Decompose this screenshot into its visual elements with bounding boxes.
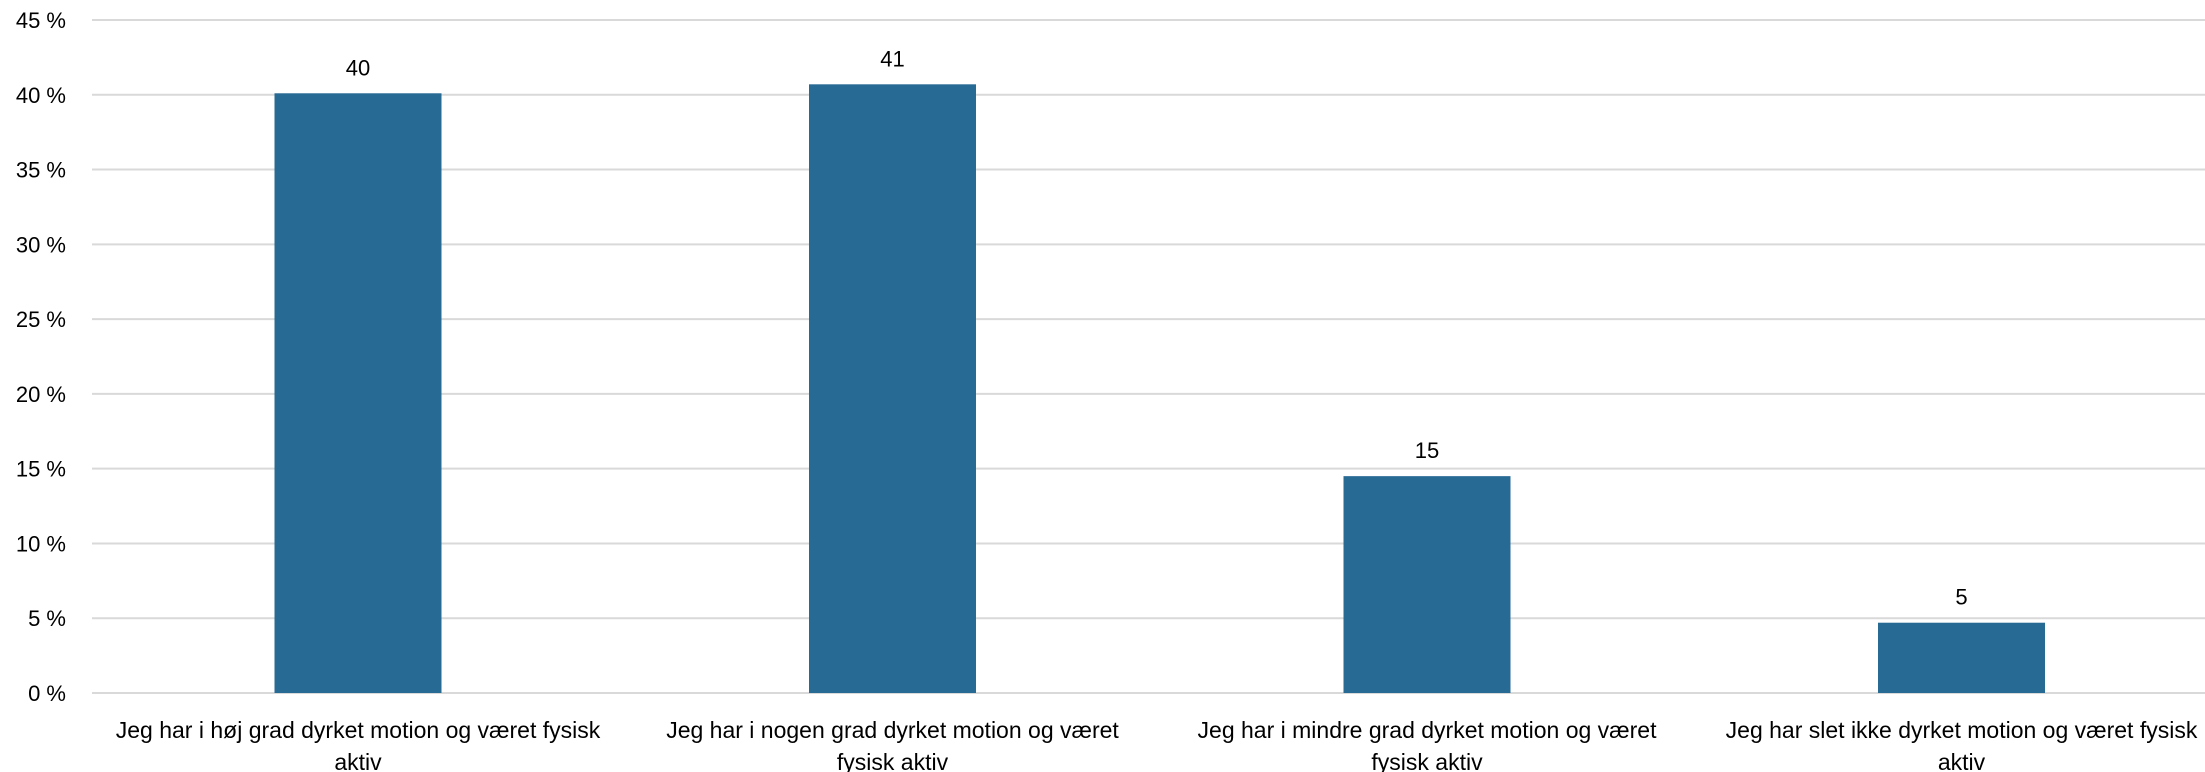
x-category-label-line: aktiv [334, 749, 382, 772]
y-tick-label: 15 % [16, 457, 66, 482]
x-category-label-line: Jeg har i mindre grad dyrket motion og v… [1198, 717, 1658, 743]
data-label: 40 [346, 55, 370, 80]
y-tick-label: 45 % [16, 8, 66, 33]
y-tick-label: 0 % [28, 681, 66, 706]
bar [274, 93, 442, 693]
y-tick-label: 20 % [16, 382, 66, 407]
y-axis-tick-labels: 0 % 5 % 10 % 15 % 20 % 25 % 30 % 35 % 40 % 45 % [16, 8, 66, 706]
bar [1343, 476, 1511, 693]
x-category-label: Jeg har i høj grad dyrket motion og være… [116, 717, 601, 772]
x-category-label-line: fysisk aktiv [1371, 749, 1483, 772]
y-tick-label: 35 % [16, 158, 66, 183]
bar [809, 84, 976, 693]
y-tick-label: 40 % [16, 83, 66, 108]
y-tick-label: 30 % [16, 232, 66, 257]
data-label: 5 [1955, 585, 1967, 610]
x-category-label-line: Jeg har i nogen grad dyrket motion og væ… [666, 717, 1119, 743]
x-category-label-line: Jeg har i høj grad dyrket motion og være… [116, 717, 601, 743]
x-category-label-line: fysisk aktiv [837, 749, 949, 772]
x-category-label-line: aktiv [1938, 749, 1986, 772]
x-category-label: Jeg har i nogen grad dyrket motion og væ… [666, 717, 1119, 772]
gridlines [92, 19, 2205, 694]
bar [1878, 622, 2045, 693]
y-tick-label: 10 % [16, 531, 66, 556]
data-label: 15 [1415, 438, 1439, 463]
x-axis-category-labels: Jeg har i høj grad dyrket motion og være… [116, 717, 2198, 772]
x-category-label: Jeg har slet ikke dyrket motion og været… [1726, 717, 2198, 772]
x-category-label: Jeg har i mindre grad dyrket motion og v… [1198, 717, 1658, 772]
y-tick-label: 5 % [28, 606, 66, 631]
data-label: 41 [880, 46, 904, 71]
data-labels: 40 41 15 5 [346, 46, 1968, 609]
x-category-label-line: Jeg har slet ikke dyrket motion og været… [1726, 717, 2198, 743]
y-tick-label: 25 % [16, 307, 66, 332]
bars [274, 84, 2045, 693]
